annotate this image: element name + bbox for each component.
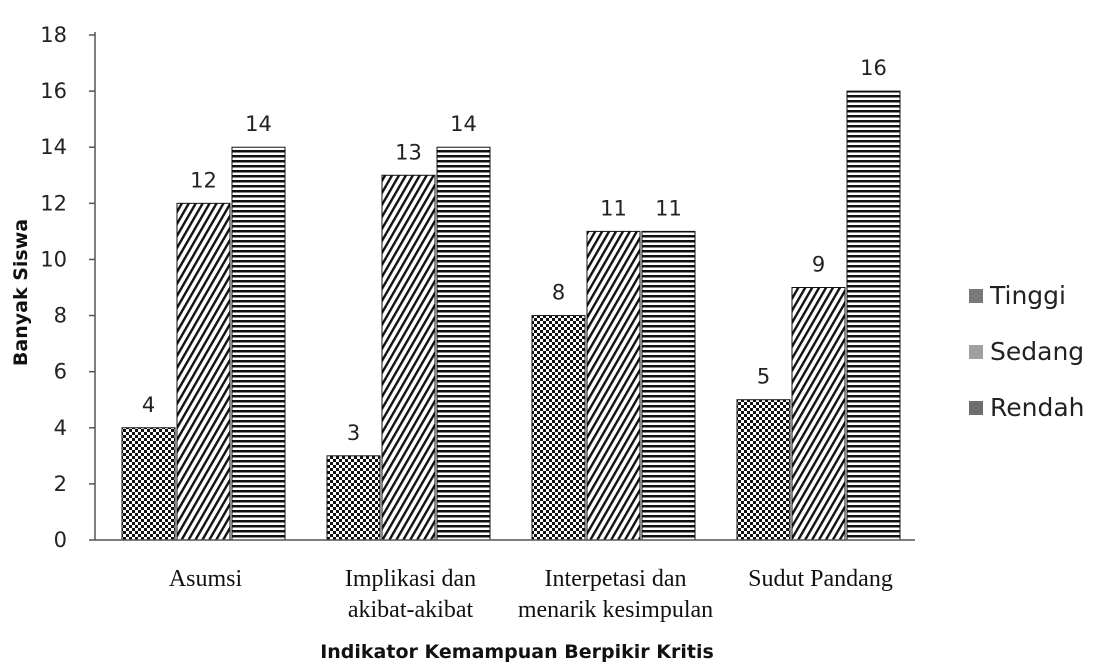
data-label-rendah: 14 bbox=[245, 112, 272, 136]
y-axis: 0 2 4 6 8 10 12 14 16 18 Banyak Siswa bbox=[10, 23, 96, 552]
x-category-label: Implikasi dan bbox=[345, 566, 476, 592]
legend-swatch-sedang bbox=[969, 345, 983, 359]
data-label-tinggi: 3 bbox=[347, 421, 360, 445]
y-tick-label: 2 bbox=[54, 472, 67, 496]
data-label-sedang: 13 bbox=[395, 140, 422, 164]
x-category-label: Asumsi bbox=[169, 566, 243, 592]
x-category-label: Interpetasi dan bbox=[545, 566, 687, 592]
data-labels: 4 12 14 3 13 14 8 11 11 5 9 16 bbox=[142, 56, 887, 445]
x-category-label: Sudut Pandang bbox=[748, 566, 893, 592]
legend-swatch-tinggi bbox=[969, 289, 983, 303]
data-label-sedang: 11 bbox=[600, 196, 627, 220]
bar-sedang bbox=[586, 230, 641, 541]
data-label-tinggi: 4 bbox=[142, 393, 155, 417]
bars bbox=[121, 90, 901, 541]
y-tick-label: 0 bbox=[54, 528, 67, 552]
bar-sedang bbox=[381, 174, 436, 541]
x-axis: Asumsi Implikasi dan akibat-akibat Interpet… bbox=[95, 539, 915, 663]
bar-rendah bbox=[846, 90, 901, 541]
bar-rendah bbox=[641, 230, 696, 541]
data-label-rendah: 14 bbox=[450, 112, 477, 136]
y-tick-label: 18 bbox=[40, 23, 67, 47]
legend-label-sedang: Sedang bbox=[990, 337, 1084, 366]
legend: Tinggi Sedang Rendah bbox=[969, 281, 1085, 422]
y-tick-label: 14 bbox=[40, 135, 67, 159]
legend-label-rendah: Rendah bbox=[990, 393, 1085, 422]
y-tick-label: 12 bbox=[40, 191, 67, 215]
bar-tinggi bbox=[326, 455, 381, 541]
y-tick-label: 6 bbox=[54, 360, 67, 384]
x-category-label: menarik kesimpulan bbox=[518, 597, 713, 623]
x-axis-title: Indikator Kemampuan Berpikir Kritis bbox=[320, 641, 714, 663]
data-label-sedang: 9 bbox=[812, 253, 825, 277]
data-label-rendah: 16 bbox=[860, 56, 887, 80]
bar-tinggi bbox=[121, 427, 176, 541]
bar-rendah bbox=[231, 146, 286, 541]
data-label-tinggi: 8 bbox=[552, 281, 565, 305]
data-label-rendah: 11 bbox=[655, 196, 682, 220]
data-label-sedang: 12 bbox=[190, 168, 217, 192]
y-tick-label: 16 bbox=[40, 79, 67, 103]
bar-sedang bbox=[176, 202, 231, 541]
data-label-tinggi: 5 bbox=[757, 365, 770, 389]
bar-tinggi bbox=[531, 315, 586, 541]
y-tick-label: 10 bbox=[40, 247, 67, 271]
bar-sedang bbox=[791, 287, 846, 541]
legend-label-tinggi: Tinggi bbox=[989, 281, 1066, 310]
legend-swatch-rendah bbox=[969, 401, 983, 415]
x-category-label: akibat-akibat bbox=[348, 597, 474, 623]
bar-tinggi bbox=[736, 399, 791, 541]
y-axis-title: Banyak Siswa bbox=[10, 219, 32, 366]
y-tick-label: 8 bbox=[54, 304, 67, 328]
y-tick-label: 4 bbox=[54, 416, 67, 440]
bar-rendah bbox=[436, 146, 491, 541]
